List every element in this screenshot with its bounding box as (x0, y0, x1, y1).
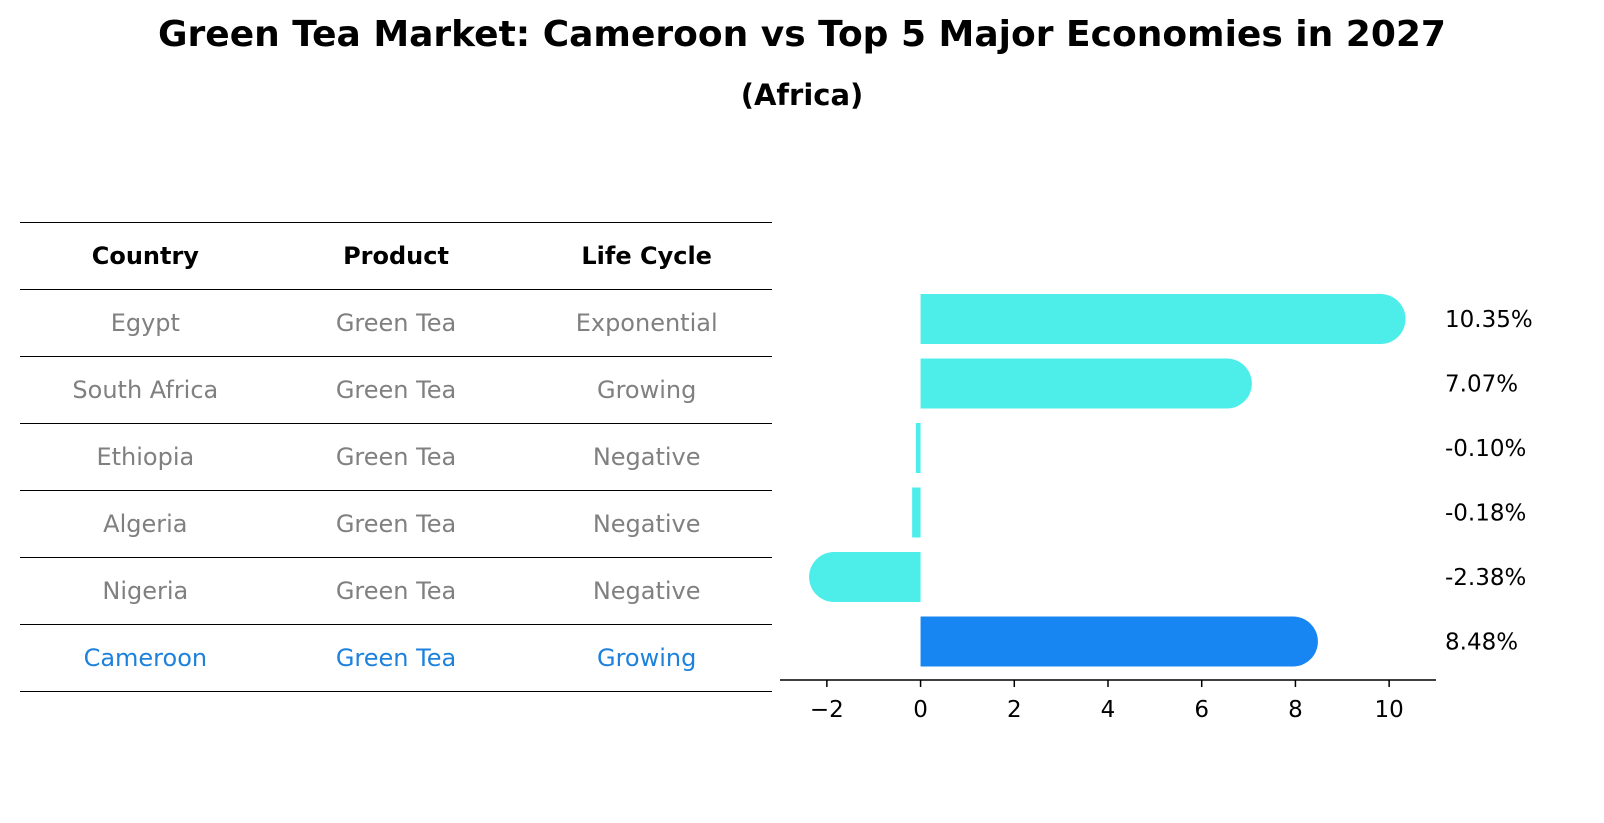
x-tick-label: −2 (810, 697, 844, 723)
cell-life-cycle: Exponential (575, 309, 718, 337)
growth-bar-chart: 10.35% 7.07% -0.10% -0.18% -2.38% 8.48% −2 0 2 4 6… (780, 294, 1533, 723)
bar-south-africa (920, 358, 1252, 409)
cell-life-cycle: Growing (596, 376, 697, 404)
bar-value-label: 8.48% (1445, 630, 1518, 656)
x-tick-label: 2 (1007, 697, 1022, 723)
cell-life-cycle: Negative (592, 577, 701, 605)
bar-algeria (912, 487, 921, 538)
bar-value-label: -0.10% (1445, 436, 1526, 462)
table-row-highlight: Cameroon Green Tea Growing (20, 624, 772, 692)
cell-product: Green Tea (335, 577, 457, 605)
bar-egypt (920, 294, 1406, 344)
table-row: Algeria Green Tea Negative (20, 490, 772, 557)
cell-country: Ethiopia (96, 443, 195, 471)
bar-value-label: -0.18% (1445, 501, 1526, 527)
cell-life-cycle: Negative (592, 510, 701, 538)
bar-ethiopia (915, 423, 921, 473)
x-tick-label: 4 (1101, 697, 1116, 723)
cell-country: Cameroon (83, 644, 208, 672)
bar-cameroon (920, 616, 1318, 667)
cell-product: Green Tea (335, 510, 457, 538)
table-row: South Africa Green Tea Growing (20, 356, 772, 423)
header-product: Product (343, 242, 449, 270)
table-row: Egypt Green Tea Exponential (20, 289, 772, 356)
chart-subtitle: (Africa) (740, 78, 864, 112)
x-tick-label: 10 (1375, 697, 1404, 723)
bar-value-label: 10.35% (1445, 307, 1533, 333)
comparison-table: Country Product Life Cycle Egypt Green T… (20, 222, 772, 692)
table-row: Ethiopia Green Tea Negative (20, 423, 772, 490)
header-country: Country (91, 242, 199, 270)
cell-life-cycle: Negative (592, 443, 701, 471)
table-header-row: Country Product Life Cycle (20, 222, 772, 289)
cell-country: Nigeria (102, 577, 189, 605)
x-tick-label: 0 (913, 697, 928, 723)
cell-life-cycle: Growing (596, 644, 697, 672)
cell-country: Egypt (110, 309, 180, 337)
cell-country: Algeria (103, 510, 188, 538)
x-tick-label: 6 (1194, 697, 1209, 723)
cell-product: Green Tea (335, 443, 457, 471)
table-row: Nigeria Green Tea Negative (20, 557, 772, 624)
cell-product: Green Tea (335, 309, 457, 337)
cell-product: Green Tea (335, 376, 457, 404)
chart-title: Green Tea Market: Cameroon vs Top 5 Majo… (158, 14, 1446, 55)
bar-value-label: 7.07% (1445, 372, 1518, 398)
cell-product: Green Tea (335, 644, 457, 672)
header-life-cycle: Life Cycle (581, 242, 712, 270)
bar-nigeria (809, 552, 921, 602)
x-tick-label: 8 (1288, 697, 1303, 723)
bar-value-label: -2.38% (1445, 565, 1526, 591)
cell-country: South Africa (72, 376, 219, 404)
